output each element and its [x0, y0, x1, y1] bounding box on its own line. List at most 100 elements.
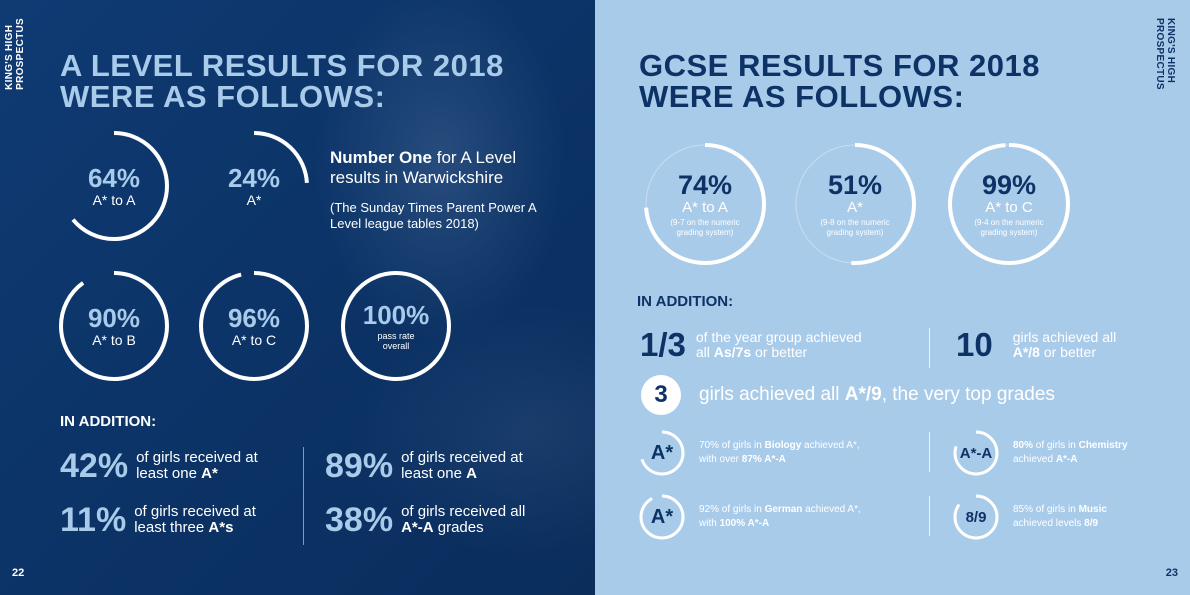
subject-l2-pre: with over [699, 454, 742, 465]
stat-one-third: 1/3 of the year group achieved all As/7s … [640, 328, 862, 362]
a-level-addition-title: IN ADDITION: [60, 413, 157, 430]
circle-percent: 51% [827, 169, 883, 200]
circle-a-star: 24% A* [198, 130, 310, 242]
subject-german: A* 92% of girls in German achieved A*, wi… [639, 494, 861, 540]
circle-percent: 100% [362, 300, 430, 330]
number-one-bold: Number One [330, 148, 433, 167]
number-one-note: (The Sunday Times Parent Power A Level l… [330, 200, 536, 231]
circle-percent: 74% [677, 169, 733, 200]
circle-label: A* to C [985, 198, 1033, 216]
subject-l1-post: achieved A*, [802, 504, 861, 515]
stat-line2-pre: least one [401, 465, 467, 482]
stat-line2-bold: A*-A [401, 519, 434, 536]
stat-line2-post: or better [1039, 344, 1096, 360]
subject-l1-bold: 80% [1013, 440, 1034, 451]
side-tag-line2: PROSPECTUS [1154, 18, 1165, 90]
stat-line2-pre: all [695, 344, 714, 360]
stat-line2-post: or better [751, 344, 808, 360]
circle-percent: 64% [87, 162, 141, 193]
right-page: KING'S HIGH PROSPECTUS GCSE RESULTS FOR … [595, 0, 1190, 595]
circle-label: pass rate [377, 331, 415, 341]
gcse-circle-a-star-to-a: 74% A* to A (9-7 on the numeric grading … [643, 142, 767, 266]
progress-ring [948, 143, 1070, 265]
subject-l1-pre: 85% of girls in [1013, 504, 1079, 515]
heading-line2: WERE AS FOLLOWS: [60, 79, 386, 114]
three-text-bold: A*/9 [844, 384, 882, 405]
side-tag-right: KING'S HIGH PROSPECTUS [1154, 18, 1176, 90]
circle-percent: 99% [981, 169, 1037, 200]
subject-l1-post: achieved A*, [801, 440, 860, 451]
subject-l2-bold: 8/9 [1084, 518, 1099, 529]
side-tag-line1: KING'S HIGH [1165, 18, 1176, 84]
subject-l2-pre: achieved [1013, 454, 1056, 465]
side-tag-line2: PROSPECTUS [15, 18, 26, 90]
circle-pass-rate: 100% pass rate overall [340, 270, 452, 382]
grade-badge-text: 8/9 [965, 508, 987, 526]
subject-divider [929, 432, 930, 472]
circle-label: A* to A [682, 198, 728, 216]
stat-line1: girls achieved all [1012, 329, 1117, 345]
stat-big: 1/3 [640, 326, 686, 363]
subject-chemistry: A*-A 80% of girls in Chemistry achieved A… [953, 430, 1128, 476]
circle-label: A* [246, 191, 262, 208]
grade-badge: A* [639, 430, 685, 476]
a-level-heading: A LEVEL RESULTS FOR 2018 WERE AS FOLLOWS… [60, 50, 504, 112]
stat-line2-bold: A*s [208, 519, 234, 536]
gcse-heading: GCSE RESULTS FOR 2018 WERE AS FOLLOWS: [639, 50, 1040, 112]
circle-label: A* [847, 198, 863, 216]
stat-line1: of girls received at [134, 503, 256, 520]
circle-sub2: grading system) [676, 227, 734, 237]
circle-label: A* to A [92, 191, 136, 208]
gcse-addition-title: IN ADDITION: [637, 293, 734, 310]
page-number-left: 22 [12, 567, 25, 579]
stat-big: 42% [60, 447, 129, 485]
stat-11: 11% of girls received at least three A*s [60, 502, 256, 538]
stat-ten: 10 girls achieved all A*/8 or better [956, 328, 1116, 362]
stat-line2-bold: A [466, 465, 477, 482]
subject-l1-pre: 92% of girls in [699, 504, 765, 515]
background-photo [210, 0, 595, 595]
stat-big: 38% [325, 501, 394, 539]
stat-divider [303, 447, 304, 545]
stat-line2-bold: A*/8 [1012, 344, 1040, 360]
grade-badge: A* [639, 494, 685, 540]
stat-38: 38% of girls received all A*-A grades [325, 502, 525, 538]
heading-line1: A LEVEL RESULTS FOR 2018 [60, 48, 504, 83]
subject-music: 8/9 85% of girls in Music achieved levels… [953, 494, 1107, 540]
circle-a-star-to-a: 64% A* to A [58, 130, 170, 242]
subject-l1-bold: Biology [764, 440, 802, 451]
stat-divider [929, 328, 930, 368]
circle-percent: 90% [87, 302, 141, 333]
progress-ring [199, 131, 309, 241]
stat-line2-pre: least three [134, 519, 209, 536]
progress-ring [199, 271, 309, 381]
number-one-text: for A Level results in Warwickshire [330, 148, 517, 187]
gcse-circle-a-star-to-c: 99% A* to C (9-4 on the numeric grading … [947, 142, 1071, 266]
top-grades-stat: 3 girls achieved all A*/9, the very top … [641, 375, 1055, 415]
stat-line2-bold: A* [201, 465, 218, 482]
progress-ring [59, 131, 169, 241]
grade-badge: A*-A [953, 430, 999, 476]
subject-divider [929, 496, 930, 536]
progress-ring [59, 271, 169, 381]
grade-badge-text: A*-A [959, 444, 993, 462]
stat-89: 89% of girls received at least one A [325, 448, 523, 484]
stat-big: 89% [325, 447, 394, 485]
subject-l1-post: of girls in [1033, 440, 1079, 451]
stat-line1: of girls received at [136, 449, 258, 466]
stat-42: 42% of girls received at least one A* [60, 448, 258, 484]
subject-l1-bold2: Chemistry [1078, 440, 1128, 451]
subject-l1-bold: Music [1078, 504, 1107, 515]
side-tag-line1: KING'S HIGH [4, 24, 15, 90]
circle-sub2: grading system) [980, 227, 1038, 237]
subject-l2-bold: 100% A*-A [719, 518, 770, 529]
three-text-pre: girls achieved all [699, 384, 845, 405]
circle-a-star-to-b: 90% A* to B [58, 270, 170, 382]
stat-line1: of girls received all [401, 503, 526, 520]
left-page: KING'S HIGH PROSPECTUS A LEVEL RESULTS F… [0, 0, 595, 595]
circle-label: A* to C [231, 331, 277, 348]
page-number-right: 23 [1165, 567, 1178, 579]
grade-badge-text: A* [650, 441, 674, 464]
stat-line2-pre: least one [136, 465, 202, 482]
circle-sub1: (9-4 on the numeric [974, 217, 1044, 227]
